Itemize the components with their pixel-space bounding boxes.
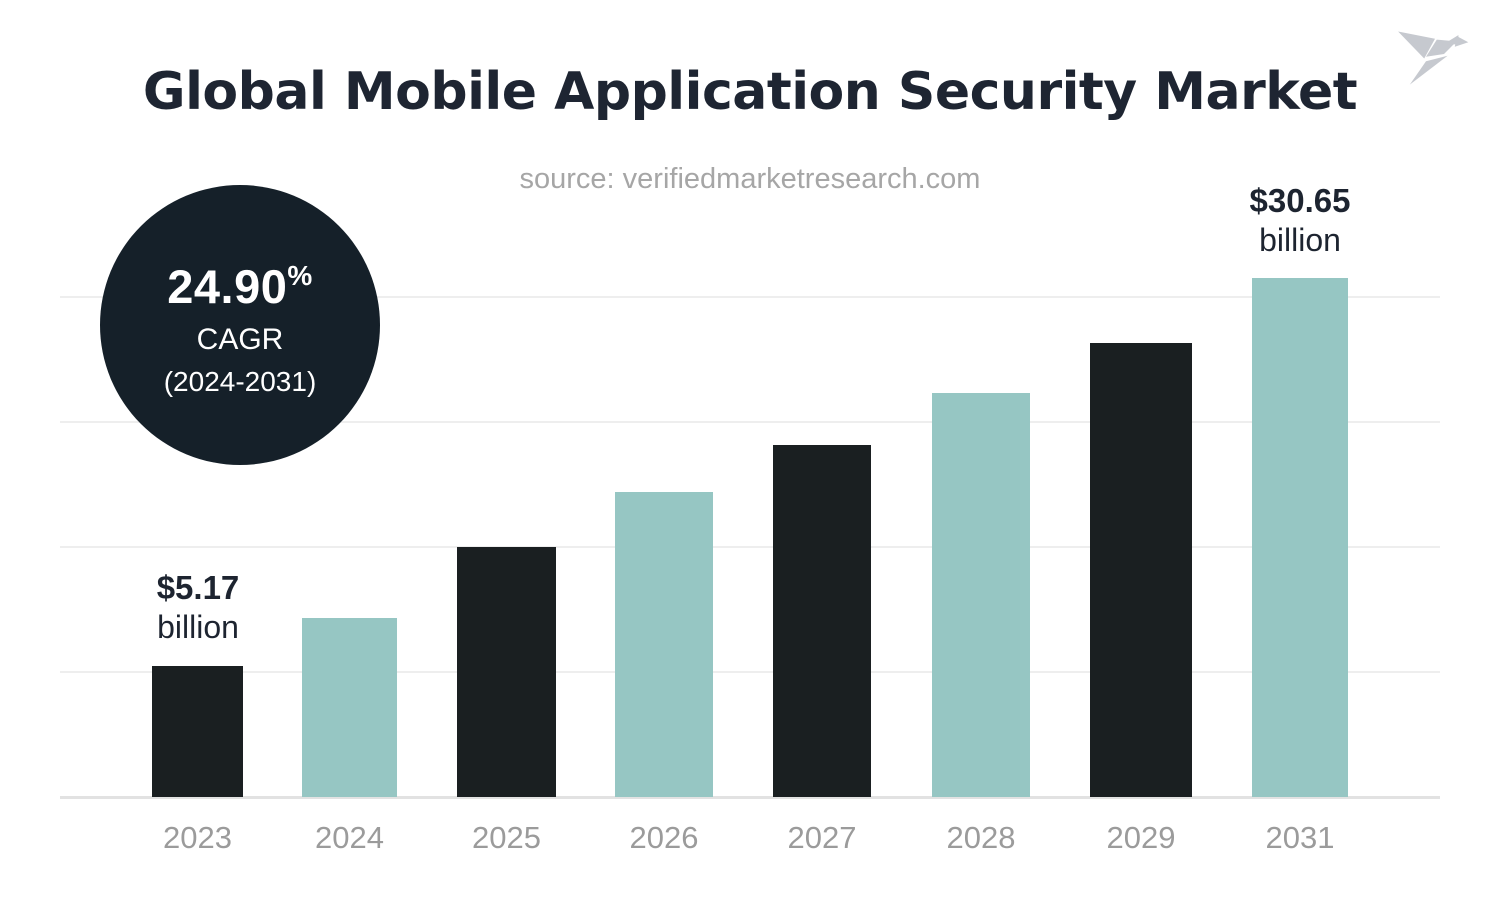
bar-2028 xyxy=(932,393,1030,797)
gridline xyxy=(60,546,1440,548)
percent-sign: % xyxy=(287,260,313,291)
bar-2025 xyxy=(457,547,556,797)
bar-2031 xyxy=(1252,278,1348,797)
origami-bird-logo-icon xyxy=(1390,18,1480,108)
cagr-badge: 24.90% CAGR (2024-2031) xyxy=(100,185,380,465)
x-axis-label-2028: 2028 xyxy=(946,820,1016,855)
x-axis-label-2023: 2023 xyxy=(163,820,232,855)
data-label-2023: $5.17 billion xyxy=(156,569,240,646)
data-label-2031-value: $30.65 xyxy=(1249,182,1351,219)
cagr-label: CAGR xyxy=(196,323,284,356)
x-axis-label-2031: 2031 xyxy=(1265,820,1335,855)
bar-2027 xyxy=(773,445,871,797)
bar-2026 xyxy=(615,492,713,797)
x-axis-label-2027: 2027 xyxy=(787,820,857,855)
chart-title: Global Mobile Application Security Marke… xyxy=(142,62,1358,122)
cagr-period: (2024-2031) xyxy=(163,366,317,397)
data-label-2023-unit: billion xyxy=(157,609,239,645)
bar-2024 xyxy=(302,618,397,797)
cagr-number: 24.90 xyxy=(167,260,288,313)
gridline xyxy=(60,421,1440,423)
data-label-2031-unit: billion xyxy=(1259,222,1341,258)
cagr-value: 24.90% xyxy=(167,252,313,311)
bar-2029 xyxy=(1090,343,1192,797)
x-axis-label-2026: 2026 xyxy=(629,820,699,855)
gridline xyxy=(60,296,1440,298)
data-label-2031: $30.65 billion xyxy=(1249,182,1351,259)
source-attribution: source: verifiedmarketresearch.com xyxy=(519,163,981,195)
gridline xyxy=(60,671,1440,673)
data-label-2023-value: $5.17 xyxy=(156,569,240,606)
x-axis-label-2025: 2025 xyxy=(472,820,541,855)
bar-2023 xyxy=(152,666,243,797)
x-axis-label-2024: 2024 xyxy=(315,820,384,855)
x-axis-label-2029: 2029 xyxy=(1106,820,1176,855)
x-axis-line xyxy=(60,796,1440,799)
